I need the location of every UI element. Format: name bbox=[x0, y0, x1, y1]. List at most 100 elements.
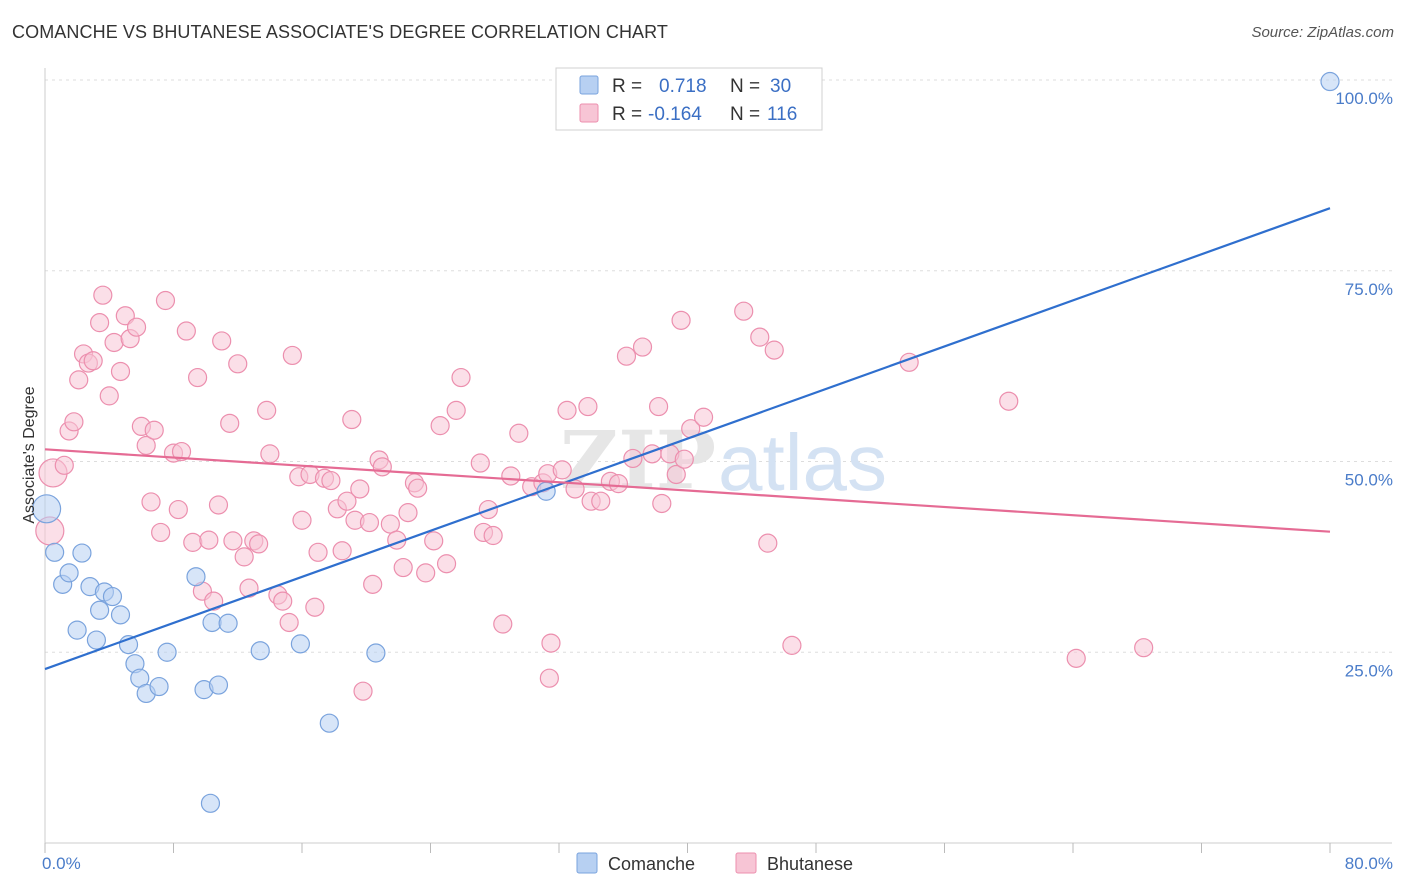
bhutanese-point-50 bbox=[305, 597, 325, 617]
bhutanese-point-55 bbox=[332, 541, 352, 561]
bhutanese-point-72 bbox=[424, 531, 444, 551]
bhutanese-point-14 bbox=[115, 306, 135, 326]
bhutanese-point-21 bbox=[151, 522, 171, 543]
bhutanese-point-42 bbox=[260, 444, 280, 464]
y-axis-label: Associate's Degree bbox=[21, 386, 38, 523]
bhutanese-trend-line bbox=[44, 448, 1331, 533]
bhutanese-point-9 bbox=[90, 313, 110, 333]
bhutanese-point-41 bbox=[257, 400, 277, 420]
bhutanese-point-96 bbox=[608, 474, 629, 494]
bhutanese-point-99 bbox=[632, 337, 653, 357]
comanche-point-20 bbox=[202, 612, 222, 633]
bhutanese-point-27 bbox=[183, 532, 203, 552]
series-legend: Comanche Bhutanese bbox=[576, 852, 853, 874]
bhutanese-point-59 bbox=[350, 479, 370, 499]
comanche-point-0 bbox=[32, 494, 62, 524]
bhutanese-point-112 bbox=[764, 340, 784, 360]
bhutanese-point-61 bbox=[359, 512, 380, 533]
bhutanese-point-62 bbox=[363, 574, 383, 594]
legend-r-value-bhutanese: -0.164 bbox=[648, 104, 702, 125]
chart-source: Source: ZipAtlas.com bbox=[1251, 24, 1394, 41]
y-tick-label-2: 75.0% bbox=[1345, 280, 1393, 299]
axes bbox=[44, 68, 1392, 853]
bhutanese-point-108 bbox=[693, 407, 714, 427]
bhutanese-point-116 bbox=[1066, 648, 1086, 668]
comanche-point-5 bbox=[72, 543, 92, 563]
bhutanese-point-12 bbox=[104, 332, 124, 353]
series-legend-swatch-comanche bbox=[576, 852, 598, 874]
comanche-points bbox=[32, 71, 1340, 813]
legend-r-value-comanche: 0.718 bbox=[659, 76, 707, 97]
stats-legend-box bbox=[555, 67, 823, 131]
bhutanese-point-51 bbox=[308, 542, 328, 562]
watermark-atlas: atlas bbox=[718, 418, 887, 507]
bhutanese-point-35 bbox=[223, 531, 243, 551]
bhutanese-point-73 bbox=[430, 416, 450, 436]
comanche-point-3 bbox=[59, 563, 79, 583]
bhutanese-point-13 bbox=[110, 361, 131, 382]
bhutanese-point-81 bbox=[493, 614, 513, 634]
bhutanese-point-90 bbox=[557, 400, 577, 420]
x-tick-label-0: 0.0% bbox=[42, 854, 81, 873]
bhutanese-point-60 bbox=[353, 681, 373, 701]
y-tick-label-3: 100.0% bbox=[1335, 89, 1393, 108]
bhutanese-point-40 bbox=[249, 534, 269, 554]
tick-labels: 25.0% 50.0% 75.0% 100.0% 0.0% 80.0% bbox=[42, 89, 1393, 873]
bhutanese-point-24 bbox=[168, 499, 188, 520]
bhutanese-point-87 bbox=[541, 633, 561, 653]
comanche-point-24 bbox=[290, 634, 310, 654]
bhutanese-point-76 bbox=[451, 367, 471, 388]
x-tick-label-1: 80.0% bbox=[1345, 854, 1393, 873]
bhutanese-point-82 bbox=[501, 466, 521, 486]
comanche-point-8 bbox=[90, 600, 110, 620]
bhutanese-points bbox=[35, 285, 1154, 701]
bhutanese-point-80 bbox=[483, 525, 503, 546]
bhutanese-point-33 bbox=[212, 331, 232, 351]
bhutanese-point-71 bbox=[416, 563, 436, 583]
bhutanese-point-105 bbox=[671, 310, 691, 330]
bhutanese-point-104 bbox=[666, 464, 686, 485]
series-legend-label-comanche: Comanche bbox=[608, 854, 695, 874]
bhutanese-point-77 bbox=[470, 453, 490, 473]
bhutanese-point-20 bbox=[144, 420, 164, 440]
bhutanese-point-97 bbox=[616, 346, 637, 366]
comanche-trend-line bbox=[44, 207, 1331, 671]
comanche-point-27 bbox=[200, 793, 221, 813]
comanche-point-22 bbox=[218, 613, 238, 633]
comanche-point-4 bbox=[67, 620, 87, 640]
bhutanese-point-2 bbox=[54, 455, 74, 475]
bhutanese-point-26 bbox=[171, 441, 192, 462]
comanche-point-17 bbox=[157, 642, 177, 662]
bhutanese-point-37 bbox=[234, 547, 254, 567]
bhutanese-point-11 bbox=[99, 386, 119, 406]
trend-lines bbox=[44, 207, 1331, 671]
bhutanese-point-65 bbox=[380, 514, 400, 534]
bhutanese-point-94 bbox=[591, 491, 611, 511]
bhutanese-point-88 bbox=[539, 668, 559, 688]
series-legend-label-bhutanese: Bhutanese bbox=[767, 854, 853, 874]
bhutanese-point-68 bbox=[398, 503, 418, 523]
series-legend-swatch-bhutanese bbox=[735, 852, 757, 874]
bhutanese-point-70 bbox=[408, 478, 428, 498]
bhutanese-point-64 bbox=[372, 457, 392, 477]
legend-r-label-bhutanese: R = bbox=[612, 104, 642, 125]
bhutanese-point-67 bbox=[393, 557, 413, 578]
comanche-point-18 bbox=[186, 567, 206, 587]
bhutanese-point-111 bbox=[758, 533, 778, 553]
comanche-point-10 bbox=[102, 586, 123, 607]
bhutanese-point-32 bbox=[208, 495, 229, 515]
bhutanese-point-10 bbox=[93, 285, 113, 305]
comanche-point-25 bbox=[319, 713, 339, 733]
bhutanese-point-31 bbox=[204, 591, 224, 611]
legend-n-label-comanche: N = bbox=[730, 76, 760, 97]
bhutanese-point-74 bbox=[436, 554, 457, 574]
legend-n-value-comanche: 30 bbox=[770, 76, 791, 97]
bhutanese-point-4 bbox=[64, 412, 84, 432]
bhutanese-point-57 bbox=[342, 409, 362, 430]
bhutanese-point-115 bbox=[999, 391, 1019, 411]
bhutanese-point-46 bbox=[282, 345, 302, 366]
bhutanese-point-101 bbox=[648, 396, 669, 417]
bhutanese-point-56 bbox=[337, 491, 357, 511]
stats-legend: R = 0.718 N = 30 R = -0.164 N = 116 bbox=[555, 67, 823, 131]
bhutanese-point-110 bbox=[750, 327, 770, 347]
